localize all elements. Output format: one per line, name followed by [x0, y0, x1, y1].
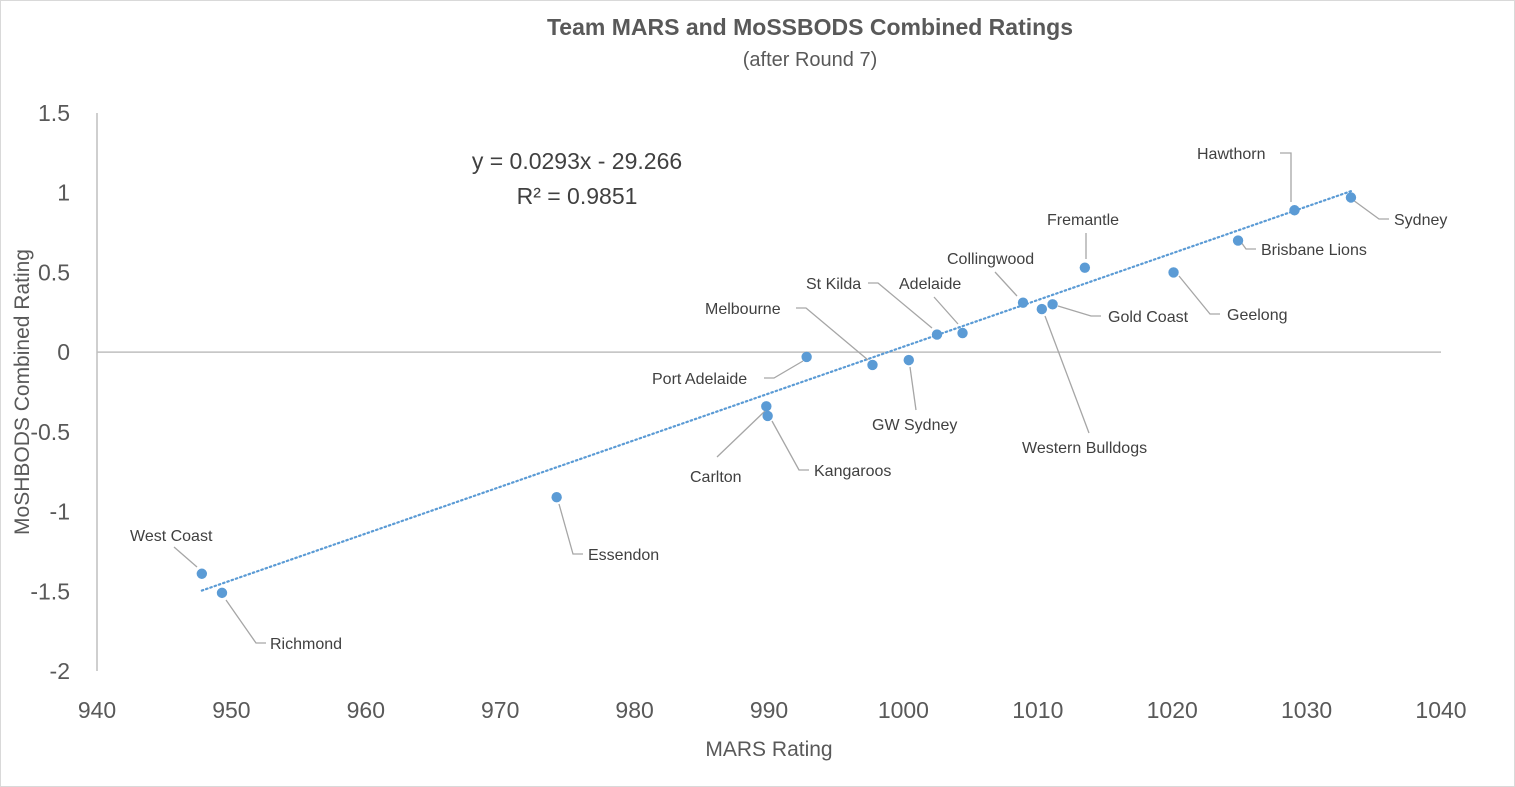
point-sydney [1345, 192, 1357, 203]
label-hawthorn: Hawthorn [1197, 146, 1265, 163]
leader-adelaide [933, 296, 959, 325]
point-collingwood [1017, 297, 1029, 308]
label-melbourne: Melbourne [705, 301, 781, 318]
x-tick-label: 960 [347, 697, 385, 723]
leader-geelong [1178, 275, 1220, 315]
point-fremantle [1079, 262, 1091, 273]
point-geelong [1168, 267, 1179, 278]
label-sydney: Sydney [1394, 212, 1447, 229]
x-tick-label: 940 [78, 697, 116, 723]
x-tick-label: 980 [615, 697, 653, 723]
x-tick-label: 1040 [1415, 697, 1466, 723]
label-essendon: Essendon [588, 547, 659, 564]
leader-essendon [558, 503, 583, 555]
label-richmond: Richmond [270, 636, 342, 653]
label-carlton: Carlton [690, 469, 742, 486]
label-west-coast: West Coast [130, 528, 213, 545]
point-brisbane-lions [1232, 235, 1244, 246]
data-points [196, 192, 1357, 599]
point-west-coast [196, 568, 208, 579]
y-tick-label: 1.5 [38, 100, 70, 126]
point-melbourne [867, 359, 878, 371]
leader-sydney [1352, 199, 1389, 220]
leader-hawthorn [1280, 152, 1292, 202]
axes: 940 950 960 970 980 990 1000 1010 1020 1030 1040 -2… [30, 100, 1466, 723]
label-gw-sydney: GW Sydney [872, 417, 957, 434]
trend-r-squared: R² = 0.9851 [517, 183, 638, 209]
trendline-group [200, 190, 1353, 592]
point-port-adelaide [801, 351, 812, 363]
x-tick-label: 970 [481, 697, 519, 723]
chart-subtitle: (after Round 7) [743, 49, 878, 71]
point-hawthorn [1289, 205, 1300, 216]
x-tick-label: 1000 [878, 697, 929, 723]
trend-equation: y = 0.0293x - 29.266 [472, 148, 682, 174]
point-st-kilda [931, 329, 943, 340]
x-tick-label: 990 [750, 697, 788, 723]
label-st-kilda: St Kilda [806, 276, 861, 293]
point-richmond [216, 587, 228, 599]
x-axis-title: MARS Rating [705, 738, 832, 761]
y-tick-label: -2 [50, 658, 70, 684]
y-axis-title: MoSHBODS Combined Rating [11, 249, 34, 535]
label-port-adelaide: Port Adelaide [652, 371, 747, 388]
point-gold-coast [1047, 299, 1058, 310]
y-tick-label: -1.5 [30, 578, 70, 604]
label-brisbane-lions: Brisbane Lions [1261, 242, 1367, 259]
point-western-bulldogs [1036, 303, 1048, 315]
leader-gold-coast [1057, 305, 1101, 317]
leader-port-adelaide [764, 360, 804, 379]
label-kangaroos: Kangaroos [814, 463, 891, 480]
label-geelong: Geelong [1227, 307, 1288, 324]
leader-brisbane-lions [1240, 241, 1256, 250]
y-tick-label: 1 [57, 180, 70, 206]
label-adelaide: Adelaide [899, 276, 961, 293]
point-gw-sydney [903, 354, 914, 366]
label-gold-coast: Gold Coast [1108, 309, 1189, 326]
point-carlton [761, 401, 772, 412]
leader-richmond [225, 599, 266, 644]
x-tick-label: 1030 [1281, 697, 1332, 723]
leader-collingwood [994, 271, 1018, 297]
leader-lines [173, 152, 1389, 644]
trend-line [200, 190, 1353, 592]
point-labels: West Coast Richmond Essendon Carlton Kangaro… [130, 146, 1447, 653]
leader-carlton [716, 410, 766, 458]
leader-western-bulldogs [1044, 315, 1090, 434]
leader-kangaroos [771, 420, 809, 471]
point-essendon [551, 492, 562, 503]
y-tick-label: 0 [57, 339, 70, 365]
y-tick-label: 0.5 [38, 259, 70, 285]
x-tick-label: 1020 [1147, 697, 1198, 723]
label-fremantle: Fremantle [1047, 212, 1119, 229]
leader-gw-sydney [909, 366, 917, 411]
chart-title: Team MARS and MoSSBODS Combined Ratings [547, 14, 1073, 40]
label-collingwood: Collingwood [947, 251, 1034, 268]
label-western-bulldogs: Western Bulldogs [1022, 440, 1147, 457]
y-tick-label: -0.5 [30, 419, 70, 445]
point-adelaide [957, 327, 968, 339]
leader-melbourne [796, 307, 869, 361]
x-tick-label: 1010 [1012, 697, 1063, 723]
point-kangaroos [762, 410, 773, 422]
leader-st-kilda [868, 282, 933, 329]
leader-west-coast [173, 546, 198, 568]
x-tick-label: 950 [212, 697, 250, 723]
y-tick-label: -1 [50, 499, 70, 525]
